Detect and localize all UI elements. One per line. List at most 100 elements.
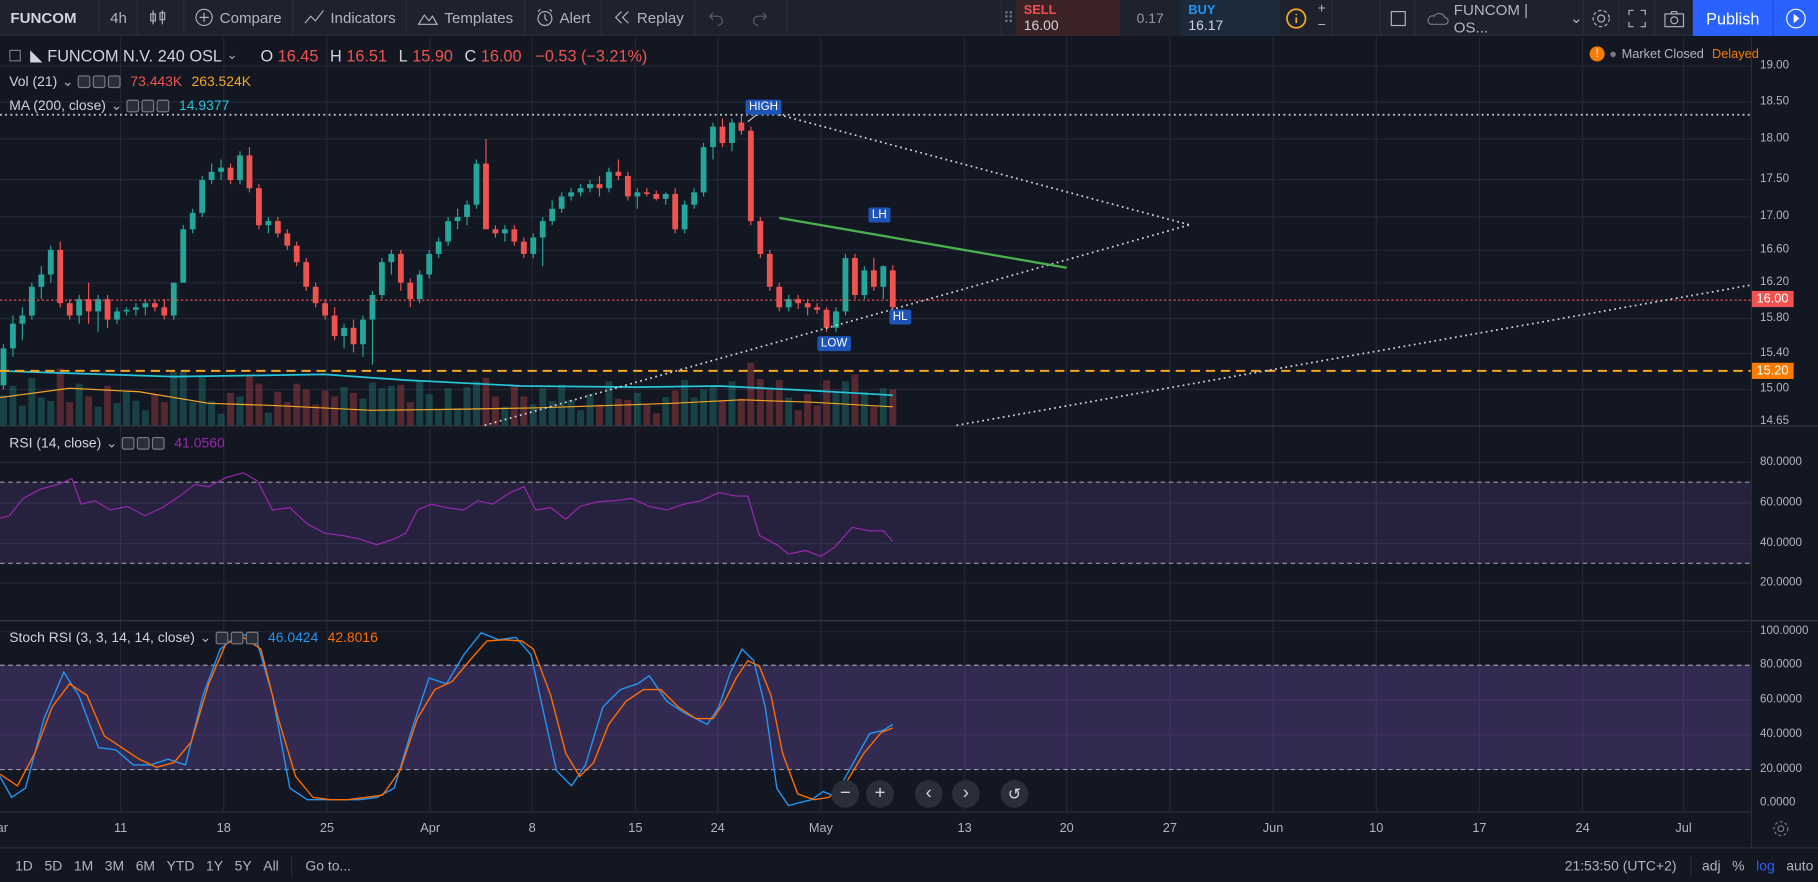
fullscreen-toggle[interactable] (1379, 0, 1415, 36)
indicator-buttons[interactable] (78, 74, 122, 88)
high-label-tag[interactable]: HIGH (745, 99, 782, 115)
auto-toggle[interactable]: auto (1786, 857, 1814, 874)
volume-bar (832, 391, 840, 426)
time-tick: 15 (628, 821, 643, 836)
range-button[interactable]: 1D (15, 857, 33, 874)
low-label-tag[interactable]: LOW (817, 336, 851, 352)
candle-body (719, 126, 726, 144)
sell-label: SELL (1023, 3, 1057, 18)
volume-bar (132, 400, 140, 426)
volume-bar (160, 402, 168, 426)
candle-body (691, 192, 697, 205)
warning-icon[interactable]: ! (1589, 46, 1605, 62)
range-button[interactable]: 5D (44, 857, 63, 874)
fullscreen-button[interactable] (1618, 0, 1655, 36)
candle-body (615, 171, 622, 176)
range-button[interactable]: 5Y (234, 857, 252, 874)
minus-icon[interactable]: − (1317, 16, 1326, 33)
stoch-indicator-name[interactable]: Stoch RSI (3, 3, 14, 14, close) (9, 629, 195, 646)
chevron-down-icon[interactable]: ⌄ (61, 73, 74, 90)
range-button[interactable]: YTD (166, 857, 195, 874)
rsi-band (0, 482, 1751, 564)
range-button[interactable]: 1M (73, 857, 94, 874)
volume-bar (520, 396, 528, 426)
candle-body (852, 258, 858, 295)
chart-canvas[interactable] (0, 0, 1818, 848)
range-button[interactable]: All (263, 857, 279, 874)
lh-label-tag[interactable]: LH (868, 207, 891, 223)
rsi-indicator-name[interactable]: RSI (14, close) (9, 434, 102, 451)
range-button[interactable]: 3M (104, 857, 125, 874)
vol-indicator-name[interactable]: Vol (21) (9, 73, 58, 90)
percent-toggle[interactable]: % (1732, 857, 1745, 874)
replay-label: Replay (636, 8, 684, 27)
hl-label-tag[interactable]: HL (889, 309, 912, 325)
publish-button[interactable]: Publish (1692, 0, 1773, 36)
candle-body (76, 299, 83, 316)
upper-triangle-line[interactable] (778, 113, 1190, 226)
long-trend-line[interactable] (956, 284, 1751, 427)
scroll-right-button[interactable]: › (951, 780, 980, 808)
lower-triangle-line[interactable] (484, 224, 1190, 427)
chevron-down-icon[interactable]: ⌄ (110, 97, 123, 114)
symbol-name[interactable]: FUNCOM N.V. (47, 45, 154, 65)
buy-button[interactable]: BUY 16.17 (1180, 0, 1281, 36)
settings-button[interactable] (1582, 0, 1619, 36)
chart-type-button[interactable] (139, 0, 185, 36)
buy-label: BUY (1188, 3, 1216, 18)
candle-body (256, 188, 262, 226)
collapse-icon[interactable] (9, 49, 21, 61)
undo-button[interactable] (695, 0, 740, 35)
replay-button[interactable]: Replay (602, 0, 696, 36)
candle-body (501, 229, 508, 234)
volume-bar (785, 397, 793, 426)
log-toggle[interactable]: log (1756, 857, 1775, 874)
volume-bar (473, 381, 480, 426)
chevron-down-icon[interactable]: ⌄ (105, 434, 118, 451)
snapshot-button[interactable] (1654, 0, 1693, 36)
layout-menu[interactable]: FUNCOM | OS... ⌄ (1414, 0, 1583, 36)
interval-button[interactable]: 4h (100, 0, 139, 36)
scroll-left-button[interactable]: ‹ (914, 780, 943, 808)
lower-high-trendline[interactable] (778, 216, 1067, 269)
sell-button[interactable]: SELL 16.00 (1015, 0, 1121, 36)
indicators-button[interactable]: Indicators (293, 0, 408, 36)
quantity-stepper[interactable]: + − (1312, 0, 1331, 36)
candle-body (114, 311, 120, 320)
drag-handle-icon[interactable]: ⠿ (1003, 8, 1015, 27)
zoom-out-button[interactable]: − (831, 780, 860, 808)
candle-body (38, 274, 45, 287)
chevron-down-icon[interactable]: ⌄ (199, 629, 212, 646)
candle-body (57, 249, 64, 304)
symbol-search-button[interactable]: FUNCOM (0, 0, 100, 36)
candle-body (889, 270, 896, 308)
redo-button[interactable] (741, 0, 787, 36)
high-label: H (329, 45, 342, 65)
candle-body (483, 163, 489, 230)
time-tick: 8 (528, 821, 536, 836)
indicator-buttons[interactable] (126, 99, 170, 112)
range-button[interactable]: 1Y (206, 857, 224, 874)
volume-bar (274, 391, 282, 426)
indicator-buttons[interactable] (215, 631, 259, 644)
publish-options-button[interactable] (1772, 0, 1818, 36)
volume-bar (141, 410, 149, 426)
range-button[interactable]: 6M (135, 857, 156, 874)
info-button[interactable] (1280, 0, 1312, 36)
chevron-down-icon[interactable]: ⌄ (226, 48, 238, 63)
reset-chart-button[interactable]: ↺ (1000, 780, 1029, 808)
volume-bar (643, 404, 651, 426)
templates-button[interactable]: Templates (407, 0, 525, 36)
ma-indicator-name[interactable]: MA (200, close) (9, 97, 106, 114)
zoom-in-button[interactable]: + (866, 780, 894, 808)
clock[interactable]: 21:53:50 (UTC+2) (1564, 857, 1677, 874)
alert-button[interactable]: Alert (525, 0, 603, 36)
goto-button[interactable]: Go to... (305, 857, 352, 874)
axis-settings-button[interactable] (1772, 819, 1791, 841)
indicator-buttons[interactable] (122, 436, 166, 450)
play-circle-icon (1786, 8, 1806, 28)
adj-toggle[interactable]: adj (1701, 857, 1721, 874)
plus-icon[interactable]: + (1317, 0, 1326, 17)
volume-bar (728, 381, 736, 426)
compare-button[interactable]: Compare (185, 0, 294, 36)
